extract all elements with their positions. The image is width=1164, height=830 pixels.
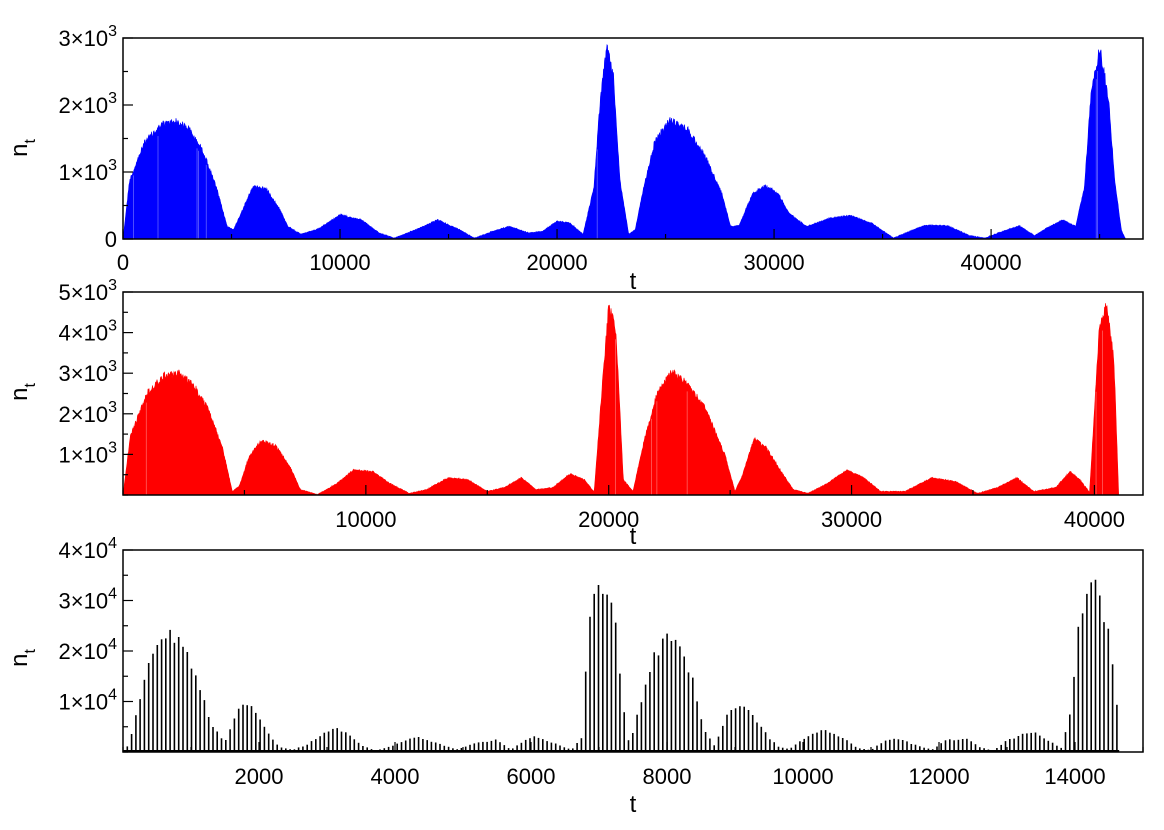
y-tick-label: 1×103 xyxy=(59,439,118,467)
x-tick-label: 2000 xyxy=(235,764,284,789)
y-tick-label: 3×103 xyxy=(59,23,118,51)
y-tick-label: 1×104 xyxy=(59,687,118,715)
y-tick-label: 0 xyxy=(105,227,117,252)
series-2 xyxy=(123,579,1120,752)
x-tick-label: 4000 xyxy=(371,764,420,789)
series-0 xyxy=(123,43,1126,239)
x-tick-label: 20000 xyxy=(578,507,639,532)
area-series-0 xyxy=(123,43,1126,239)
x-tick-label: 14000 xyxy=(1044,764,1105,789)
y-tick-label: 5×103 xyxy=(59,277,118,305)
y-axis-label: nt xyxy=(6,139,39,157)
x-tick-label: 10000 xyxy=(309,250,370,275)
y-tick-label: 4×104 xyxy=(59,535,118,563)
y-axis-label: nt xyxy=(6,649,39,667)
y-tick-label: 1×103 xyxy=(59,157,118,185)
y-tick-label: 3×103 xyxy=(59,358,118,386)
y-axis-label: nt xyxy=(6,383,39,401)
series-1 xyxy=(123,303,1120,495)
y-tick-label: 4×103 xyxy=(59,318,118,346)
x-tick-label: 8000 xyxy=(643,764,692,789)
x-tick-label: 0 xyxy=(117,250,129,275)
x-tick-label: 6000 xyxy=(507,764,556,789)
y-tick-label: 3×104 xyxy=(59,586,118,614)
x-axis-label: t xyxy=(630,523,637,550)
y-tick-label: 2×104 xyxy=(59,636,118,664)
x-axis-label: t xyxy=(630,268,637,295)
middle-panel: 10000 20000 30000 40000 1×103 2×103 3×103 4×103… xyxy=(6,277,1144,550)
x-axis-label: t xyxy=(630,791,637,818)
x-tick-label: 10000 xyxy=(772,764,833,789)
x-tick-label: 40000 xyxy=(1064,507,1125,532)
x-tick-label: 30000 xyxy=(743,250,804,275)
top-panel: 0 10000 20000 30000 40000 0 1×103 2×103 3×103 t nt xyxy=(6,23,1144,295)
y-tick-label: 2×103 xyxy=(59,399,118,427)
x-tick-label: 12000 xyxy=(908,764,969,789)
x-tick-label: 10000 xyxy=(335,507,396,532)
bottom-panel: 2000 4000 6000 8000 10000 12000 14000 1×104 2×10… xyxy=(6,535,1144,818)
x-tick-label: 20000 xyxy=(526,250,587,275)
y-tick-label: 2×103 xyxy=(59,90,118,118)
area-series-1 xyxy=(123,303,1120,495)
x-tick-label: 30000 xyxy=(821,507,882,532)
x-tick-label: 40000 xyxy=(960,250,1021,275)
